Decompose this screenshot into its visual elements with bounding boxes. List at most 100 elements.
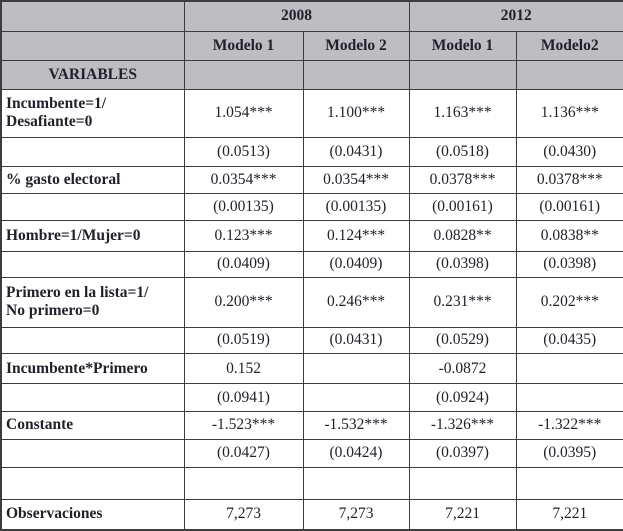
- se-cell: (0.0397): [408, 439, 517, 468]
- empty-cell: [408, 466, 517, 500]
- row-label: Observaciones: [0, 498, 185, 531]
- table-row: Primero en la lista=1/ No primero=0 0.20…: [0, 277, 623, 328]
- se-cell: (0.0513): [183, 137, 304, 167]
- coef-cell: -1.532***: [302, 410, 410, 441]
- variables-header: VARIABLES: [0, 59, 185, 90]
- row-label: Hombre=1/Mujer=0: [0, 220, 185, 252]
- row-label: [0, 466, 185, 500]
- coef-cell: 0.152: [183, 353, 304, 385]
- table-row: (0.0409) (0.0409) (0.0398) (0.0398): [0, 250, 623, 279]
- se-cell: (0.0529): [408, 326, 517, 355]
- se-cell: (0.0398): [408, 250, 517, 279]
- coef-cell: 1.100***: [302, 88, 410, 139]
- se-cell: (0.00135): [302, 192, 410, 222]
- se-cell: [515, 383, 623, 412]
- coef-cell: 1.163***: [408, 88, 517, 139]
- model-header: Modelo 1: [183, 30, 304, 61]
- empty-cell: [302, 466, 410, 500]
- year-header-2012: 2012: [408, 0, 623, 32]
- se-cell: (0.0518): [408, 137, 517, 167]
- row-label: [0, 383, 185, 412]
- empty-header-cell: [515, 59, 623, 90]
- coef-cell: 1.054***: [183, 88, 304, 139]
- corner-cell: [0, 0, 185, 32]
- row-label: [0, 326, 185, 355]
- se-cell: (0.0409): [302, 250, 410, 279]
- row-label: % gasto electoral: [0, 165, 185, 194]
- row-label: Primero en la lista=1/ No primero=0: [0, 277, 185, 328]
- coef-cell: -1.322***: [515, 410, 623, 441]
- table-row: Modelo 1 Modelo 2 Modelo 1 Modelo2: [0, 30, 623, 61]
- coef-cell: [302, 353, 410, 385]
- se-cell: [302, 383, 410, 412]
- empty-header-cell: [302, 59, 410, 90]
- table-row: (0.0427) (0.0424) (0.0397) (0.0395): [0, 439, 623, 468]
- model-header: Modelo 1: [408, 30, 517, 61]
- empty-cell: [515, 466, 623, 500]
- table-row: (0.0519) (0.0431) (0.0529) (0.0435): [0, 326, 623, 355]
- coef-cell: 0.0838**: [515, 220, 623, 252]
- se-cell: (0.0427): [183, 439, 304, 468]
- row-label: [0, 192, 185, 222]
- table-row: (0.0513) (0.0431) (0.0518) (0.0430): [0, 137, 623, 167]
- empty-cell: [183, 466, 304, 500]
- coef-cell: 0.200***: [183, 277, 304, 328]
- obs-cell: 7,221: [515, 498, 623, 531]
- table-row: (0.00135) (0.00135) (0.00161) (0.00161): [0, 192, 623, 222]
- model-header: Modelo 2: [302, 30, 410, 61]
- empty-header-cell: [183, 59, 304, 90]
- table-row: Constante -1.523*** -1.532*** -1.326*** …: [0, 410, 623, 441]
- coef-cell: [515, 353, 623, 385]
- coef-cell: -1.523***: [183, 410, 304, 441]
- se-cell: (0.0431): [302, 137, 410, 167]
- table-row: 2008 2012: [0, 0, 623, 32]
- se-cell: (0.0398): [515, 250, 623, 279]
- se-cell: (0.0409): [183, 250, 304, 279]
- obs-cell: 7,273: [183, 498, 304, 531]
- coef-cell: 1.136***: [515, 88, 623, 139]
- se-cell: (0.00161): [408, 192, 517, 222]
- se-cell: (0.0519): [183, 326, 304, 355]
- coef-cell: -1.326***: [408, 410, 517, 441]
- row-label: [0, 439, 185, 468]
- table-row: % gasto electoral 0.0354*** 0.0354*** 0.…: [0, 165, 623, 194]
- table-row: Hombre=1/Mujer=0 0.123*** 0.124*** 0.082…: [0, 220, 623, 252]
- se-cell: (0.0430): [515, 137, 623, 167]
- coef-cell: 0.0354***: [302, 165, 410, 194]
- row-label: [0, 250, 185, 279]
- se-cell: (0.0435): [515, 326, 623, 355]
- table-row: (0.0941) (0.0924): [0, 383, 623, 412]
- coef-cell: 0.231***: [408, 277, 517, 328]
- row-label: Incumbente*Primero: [0, 353, 185, 385]
- table-row: [0, 466, 623, 500]
- coef-cell: -0.0872: [408, 353, 517, 385]
- row-label: Constante: [0, 410, 185, 441]
- se-cell: (0.0941): [183, 383, 304, 412]
- empty-header-cell: [408, 59, 517, 90]
- se-cell: (0.0395): [515, 439, 623, 468]
- table-row: Observaciones 7,273 7,273 7,221 7,221: [0, 498, 623, 531]
- coef-cell: 0.124***: [302, 220, 410, 252]
- se-cell: (0.00161): [515, 192, 623, 222]
- se-cell: (0.0431): [302, 326, 410, 355]
- year-header-2008: 2008: [183, 0, 410, 32]
- coef-cell: 0.246***: [302, 277, 410, 328]
- se-cell: (0.0924): [408, 383, 517, 412]
- model-header: Modelo2: [515, 30, 623, 61]
- table-row: VARIABLES: [0, 59, 623, 90]
- row-label: [0, 137, 185, 167]
- se-cell: (0.0424): [302, 439, 410, 468]
- coef-cell: 0.0378***: [408, 165, 517, 194]
- obs-cell: 7,221: [408, 498, 517, 531]
- table-row: Incumbente=1/ Desafiante=0 1.054*** 1.10…: [0, 88, 623, 139]
- row-label: Incumbente=1/ Desafiante=0: [0, 88, 185, 139]
- coef-cell: 0.202***: [515, 277, 623, 328]
- coef-cell: 0.0354***: [183, 165, 304, 194]
- obs-cell: 7,273: [302, 498, 410, 531]
- coef-cell: 0.0828**: [408, 220, 517, 252]
- coef-cell: 0.123***: [183, 220, 304, 252]
- se-cell: (0.00135): [183, 192, 304, 222]
- corner-cell: [0, 30, 185, 61]
